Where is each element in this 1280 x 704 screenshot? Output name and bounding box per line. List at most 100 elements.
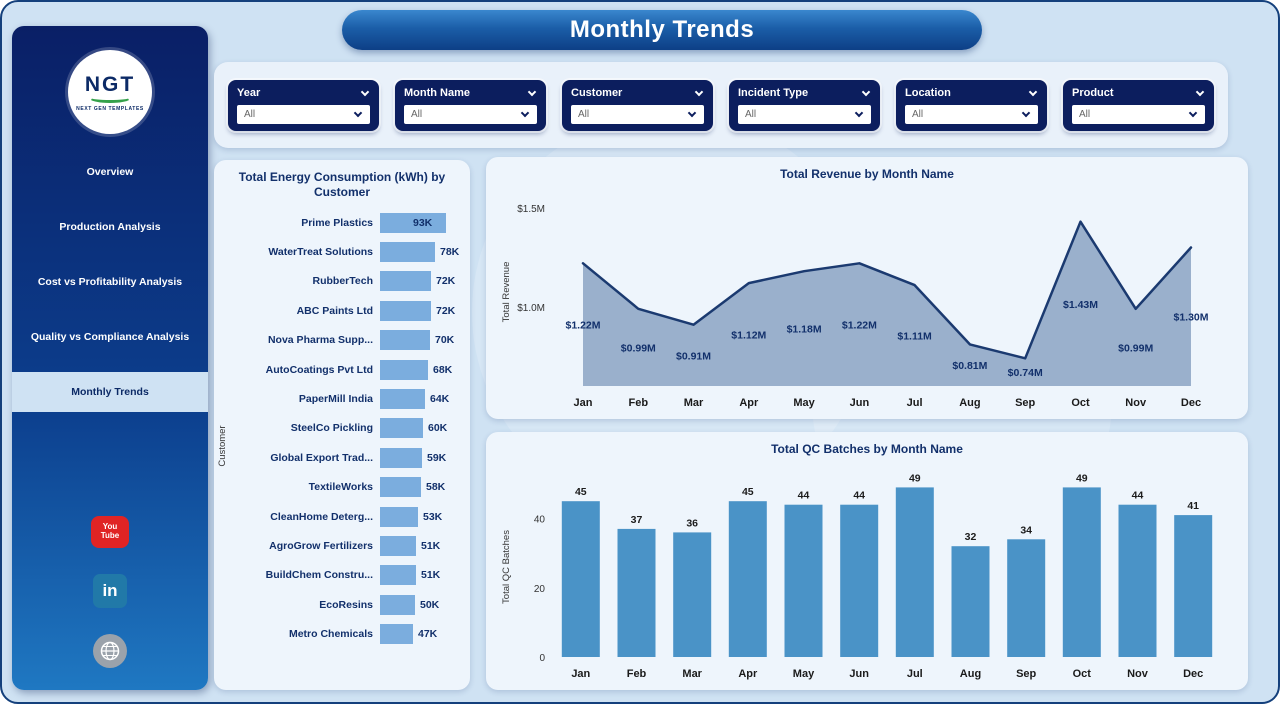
x-tick-label: Mar [682,668,702,680]
energy-bar-value: 60K [428,422,448,435]
energy-bar[interactable] [380,212,446,233]
qc-data-label: 49 [909,472,921,484]
qc-data-label: 44 [853,490,865,502]
energy-bar[interactable] [380,330,430,351]
social-links: You Tube in [12,516,208,668]
energy-bar[interactable] [380,271,431,292]
filter-header-product[interactable]: Product [1072,87,1205,99]
energy-bar[interactable] [380,594,415,615]
x-tick-label: Sep [1016,668,1036,680]
y-tick-label: $1.0M [517,303,545,314]
qc-bar[interactable] [1118,504,1157,657]
website-globe-icon[interactable] [93,634,127,668]
revenue-area[interactable] [583,221,1191,386]
youtube-icon[interactable]: You Tube [91,516,129,548]
energy-bar-track: 51K [380,535,464,556]
filter-dropdown-product[interactable]: All [1072,104,1205,124]
filter-dropdown-month-name[interactable]: All [404,104,537,124]
energy-bar-track: 72K [380,300,464,321]
energy-bar[interactable] [380,242,435,263]
page-title-banner: Monthly Trends [342,10,982,50]
linkedin-text: in [102,581,118,600]
energy-bar-row: CleanHome Deterg... 53K [234,502,464,531]
ngt-logo: NGT NEXT GEN TEMPLATES [68,50,152,134]
sidebar-item-production-analysis[interactable]: Production Analysis [59,221,161,233]
energy-bar[interactable] [380,359,428,380]
sidebar-item-quality-vs-compliance-analysis[interactable]: Quality vs Compliance Analysis [30,331,190,343]
filter-incident-type: Incident Type All [729,79,880,131]
energy-bar-row: SteelCo Pickling 60K [234,414,464,443]
y-tick-label: 20 [534,584,546,595]
qc-data-label: 37 [631,514,643,526]
qc-bar[interactable] [1007,539,1046,657]
filter-bar: Year All Month Name All Customer All Incident … [214,62,1228,148]
sidebar-item-cost-vs-profitability-analysis[interactable]: Cost vs Profitability Analysis [37,276,183,288]
revenue-data-label: $0.99M [1118,342,1153,354]
energy-bar[interactable] [380,565,416,586]
energy-bar-category: EcoResins [319,598,373,611]
qc-bar[interactable] [561,501,600,657]
revenue-area-chart: $1.0M $1.5M $1.22M $0.99M $0.91M $1.12M $1.18M… [501,204,1209,409]
filter-header-customer[interactable]: Customer [571,87,704,99]
filter-label: Location [905,86,951,99]
energy-bar-value: 78K [440,246,460,259]
filter-value: All [912,108,924,120]
qc-bar[interactable] [951,546,990,657]
revenue-line [581,220,1193,360]
chevron-down-icon [694,87,704,96]
chevron-down-icon [360,87,370,96]
energy-bar[interactable] [380,624,413,645]
qc-bar[interactable] [784,504,823,657]
revenue-data-label: $1.22M [565,320,600,332]
qc-bar[interactable] [895,487,934,657]
filter-header-location[interactable]: Location [905,87,1038,99]
qc-bar[interactable] [728,501,767,657]
energy-bar-category: Global Export Trad... [270,451,373,464]
qc-bar[interactable] [673,532,712,657]
y-tick-label: $1.5M [517,204,545,215]
filter-label: Month Name [404,86,470,99]
filter-header-month-name[interactable]: Month Name [404,87,537,99]
qc-bar[interactable] [840,504,879,657]
energy-bar-category: CleanHome Deterg... [270,510,373,523]
energy-bar[interactable] [380,447,422,468]
filter-dropdown-incident-type[interactable]: All [738,104,871,124]
energy-chart-card: Total Energy Consumption (kWh) by Custom… [214,160,470,690]
filter-value: All [411,108,423,120]
qc-bar[interactable] [1174,515,1213,657]
energy-bar[interactable] [380,506,418,527]
energy-bar-track: 59K [380,447,464,468]
energy-bar[interactable] [380,535,416,556]
filter-dropdown-location[interactable]: All [905,104,1038,124]
sidebar-item-monthly-trends[interactable]: Monthly Trends [12,372,208,412]
filter-header-incident-type[interactable]: Incident Type [738,87,871,99]
energy-bar[interactable] [380,389,425,410]
qc-bar[interactable] [617,528,656,657]
sidebar-item-overview[interactable]: Overview [86,166,134,178]
revenue-y-axis-label: Total Revenue [501,262,512,323]
x-tick-label: Nov [1125,397,1147,409]
energy-bar-row: BuildChem Constru... 51K [234,561,464,590]
energy-bar-value: 70K [435,334,455,347]
energy-bar[interactable] [380,300,431,321]
energy-bar-track: 50K [380,594,464,615]
filter-header-year[interactable]: Year [237,87,370,99]
x-tick-label: Jul [907,668,923,680]
energy-bar-value: 72K [436,275,456,288]
energy-bar-track: 93K [380,212,464,233]
filter-dropdown-year[interactable]: All [237,104,370,124]
filter-dropdown-customer[interactable]: All [571,104,704,124]
filter-label: Incident Type [738,86,809,99]
revenue-data-label: $1.43M [1063,299,1098,311]
qc-data-label: 49 [1076,472,1088,484]
qc-data-label: 45 [742,486,754,498]
energy-bar-category: TextileWorks [308,481,373,494]
energy-bar-category: WaterTreat Solutions [268,246,373,259]
energy-bar[interactable] [380,418,423,439]
sidebar: NGT NEXT GEN TEMPLATES Overview Productio… [12,26,208,690]
linkedin-icon[interactable]: in [93,574,127,608]
energy-bar[interactable] [380,477,421,498]
energy-bar-row: Metro Chemicals 47K [234,619,464,648]
qc-bar[interactable] [1062,487,1101,657]
